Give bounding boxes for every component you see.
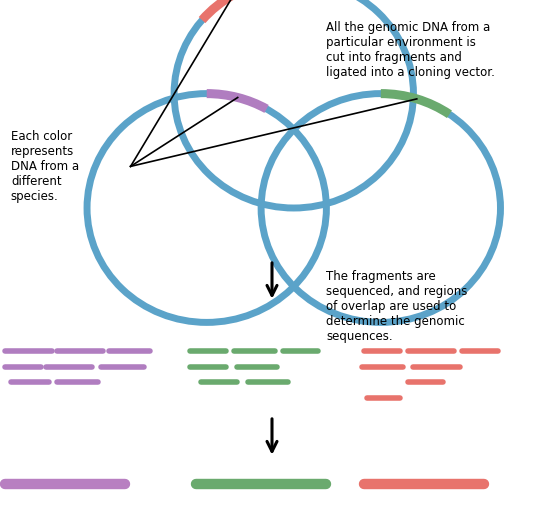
Text: Each color
represents
DNA from a
different
species.: Each color represents DNA from a differe… (11, 130, 79, 203)
Text: The fragments are
sequenced, and regions
of overlap are used to
determine the ge: The fragments are sequenced, and regions… (326, 270, 468, 343)
Text: All the genomic DNA from a
particular environment is
cut into fragments and
liga: All the genomic DNA from a particular en… (326, 21, 495, 79)
